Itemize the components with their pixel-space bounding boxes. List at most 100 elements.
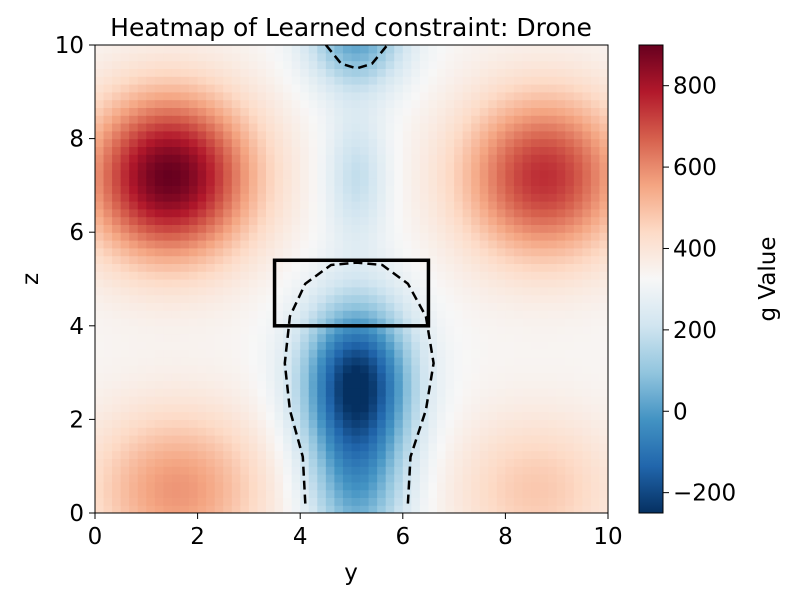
heatmap-cell [437,279,447,288]
heatmap-cell [454,263,464,272]
heatmap-cell [462,505,472,513]
heatmap-cell [411,169,421,179]
heatmap-cell [189,380,199,389]
heatmap-cell [129,481,139,491]
heatmap-cell [428,162,438,171]
heatmap-cell [454,115,464,124]
heatmap-cell [163,333,173,342]
heatmap-cell [334,505,344,513]
heatmap-cell [377,302,387,311]
heatmap-cell [368,146,378,155]
heatmap-cell [522,162,532,171]
heatmap-cell [565,138,575,147]
heatmap-cell [274,481,284,491]
heatmap-cell [103,505,113,513]
heatmap-cell [120,76,130,85]
heatmap-cell [103,52,113,62]
heatmap-cell [454,318,464,327]
heatmap-cell [266,442,276,452]
heatmap-cell [556,177,566,186]
heatmap-cell [539,177,549,186]
heatmap-cell [360,403,370,413]
heatmap-cell [308,185,318,194]
heatmap-cell [462,91,472,101]
heatmap-cell [223,458,233,467]
heatmap-cell [556,130,566,140]
heatmap-cell [163,302,173,311]
heatmap-cell [308,388,318,397]
heatmap-cell [291,450,301,459]
heatmap-cell [556,294,566,303]
heatmap-cell [137,271,147,280]
heatmap-cell [445,325,455,335]
heatmap-cell [437,318,447,327]
heatmap-cell [411,403,421,413]
heatmap-cell [189,52,199,62]
heatmap-cell [325,60,335,69]
heatmap-cell [291,45,301,54]
heatmap-cell [599,497,608,506]
heatmap-cell [223,279,233,288]
heatmap-cell [231,99,241,108]
heatmap-cell [394,442,404,452]
heatmap-cell [325,216,335,225]
heatmap-cell [214,474,224,483]
heatmap-cell [513,396,524,405]
heatmap-cell [257,107,267,116]
heatmap-cell [522,396,532,405]
heatmap-cell [556,450,566,459]
heatmap-cell [231,442,241,452]
heatmap-cell [360,481,370,491]
heatmap-cell [214,286,224,296]
heatmap-cell [283,68,293,77]
heatmap-cell [257,419,267,428]
heatmap-cell [189,302,199,311]
heatmap-cell [317,162,327,171]
heatmap-cell [274,442,284,452]
heatmap-cell [103,419,113,428]
heatmap-cell [496,450,506,459]
heatmap-cell [112,271,122,280]
heatmap-cell [308,411,318,420]
heatmap-cell [240,302,250,311]
heatmap-cell [471,216,481,225]
heatmap-cell [488,372,498,381]
heatmap-cell [462,84,472,93]
heatmap-cell [582,146,592,155]
heatmap-cell [214,263,224,272]
heatmap-cell [445,318,455,327]
heatmap-cell [283,294,293,303]
heatmap-cell [454,497,464,506]
heatmap-cell [154,232,164,241]
heatmap-cell [120,123,130,132]
heatmap-cell [513,372,524,381]
heatmap-cell [513,177,524,186]
heatmap-cell [565,294,575,303]
heatmap-cell [539,68,549,77]
heatmap-cell [154,177,164,186]
heatmap-cell [531,208,541,218]
heatmap-cell [189,505,199,513]
heatmap-cell [437,294,447,303]
heatmap-cell [522,99,532,108]
heatmap-cell [214,154,224,163]
heatmap-cell [377,216,387,225]
heatmap-cell [325,84,335,93]
heatmap-cell [283,357,293,366]
heatmap-cell [505,45,515,54]
heatmap-cell [428,489,438,498]
heatmap-cell [103,442,113,452]
heatmap-cell [248,497,259,506]
heatmap-cell [223,466,233,475]
heatmap-cell [599,271,608,280]
heatmap-cell [505,185,515,194]
heatmap-cell [488,224,498,233]
heatmap-cell [129,419,139,428]
heatmap-cell [171,396,182,405]
heatmap-cell [402,169,412,179]
heatmap-cell [437,107,447,116]
heatmap-cell [351,247,361,257]
heatmap-cell [394,474,404,483]
heatmap-cell [385,372,395,381]
heatmap-cell [266,364,276,374]
